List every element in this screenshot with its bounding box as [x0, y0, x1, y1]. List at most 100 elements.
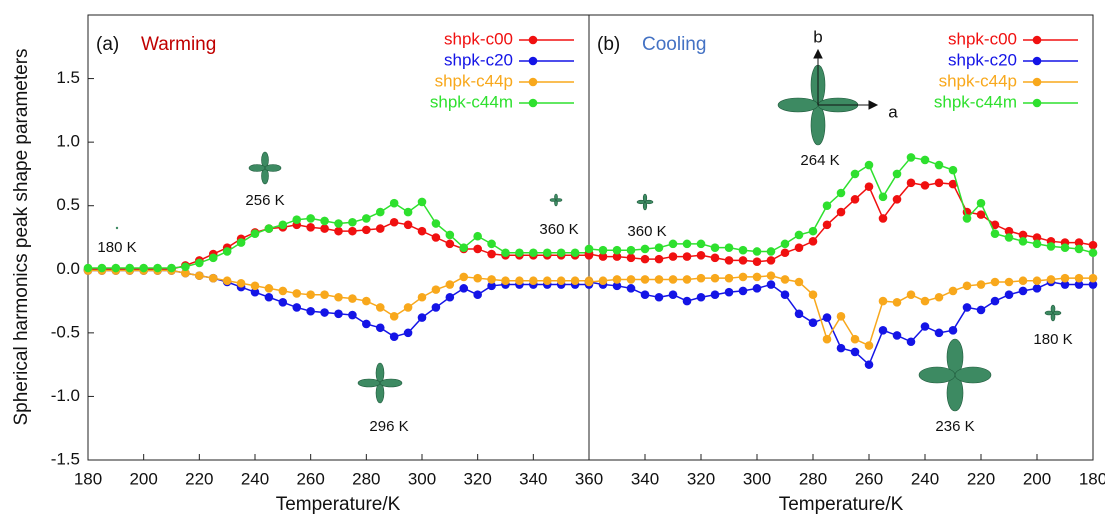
data-point [584, 244, 594, 254]
data-point [529, 276, 538, 286]
x-tick-label: 220 [185, 469, 213, 488]
data-point [570, 276, 580, 286]
data-point [976, 280, 986, 289]
data-point [1018, 237, 1028, 246]
data-point [487, 249, 496, 259]
x-tick-label: 200 [129, 469, 157, 488]
data-point [990, 277, 1000, 287]
data-point [1004, 233, 1014, 242]
data-point [292, 215, 302, 224]
data-point [836, 188, 846, 198]
x-tick-label: 240 [911, 469, 939, 488]
data-point [362, 214, 371, 223]
data-point [487, 281, 496, 291]
data-point [836, 207, 846, 217]
data-point [766, 256, 776, 265]
shape-icon [115, 64, 1062, 412]
data-point [167, 263, 176, 273]
data-point [306, 306, 315, 316]
data-point [780, 248, 790, 258]
data-point [724, 243, 734, 252]
data-point [431, 233, 441, 242]
data-point [97, 263, 107, 273]
data-point [348, 294, 357, 303]
data-point [654, 254, 664, 264]
x-tick-label: 180 [74, 469, 102, 488]
legend-label: shpk-c20 [444, 50, 513, 69]
data-point [431, 219, 441, 228]
y-tick-label: -0.5 [51, 322, 80, 341]
legend-label: shpk-c00 [444, 29, 513, 48]
data-point [850, 347, 860, 357]
legend-marker [1032, 35, 1042, 45]
data-point [1004, 290, 1014, 300]
data-point [431, 303, 441, 312]
data-point [208, 273, 218, 283]
x-tick-label: 240 [241, 469, 269, 488]
data-point [850, 195, 860, 204]
data-point [417, 292, 427, 302]
data-point [181, 268, 190, 278]
legend-marker [528, 35, 538, 45]
data-point [948, 286, 958, 296]
data-point [348, 217, 357, 227]
data-point [752, 284, 762, 293]
data-point [962, 214, 972, 223]
data-point [417, 226, 427, 236]
data-point [403, 207, 413, 217]
data-point [906, 153, 916, 162]
data-point [738, 245, 748, 255]
x-tick-label: 340 [631, 469, 659, 488]
legend-label: shpk-c44p [939, 71, 1017, 90]
data-point [682, 296, 692, 306]
data-point [906, 290, 916, 300]
data-point [962, 303, 972, 312]
data-point [878, 326, 888, 335]
data-point [445, 280, 455, 289]
data-point [1046, 242, 1056, 251]
data-point [1088, 273, 1098, 283]
data-point [1060, 273, 1070, 283]
data-point [459, 243, 469, 252]
data-point [752, 257, 762, 266]
panel-label: (b) [597, 34, 620, 55]
data-point [990, 229, 1000, 238]
data-point [473, 231, 482, 241]
data-point [724, 256, 734, 265]
data-point [766, 271, 776, 280]
data-point [920, 322, 930, 331]
data-point [654, 243, 664, 252]
data-point [626, 284, 636, 293]
data-point [836, 343, 846, 353]
data-point [696, 273, 706, 283]
legend-marker [1032, 56, 1042, 66]
data-point [264, 224, 274, 233]
data-point [710, 273, 720, 283]
data-point [501, 248, 510, 258]
data-point [278, 286, 288, 296]
data-point [459, 284, 469, 293]
data-point [334, 292, 343, 302]
legend-marker [1032, 98, 1042, 108]
data-point [473, 290, 482, 300]
data-point [710, 243, 720, 252]
x-tick-label: 280 [799, 469, 827, 488]
data-point [976, 198, 986, 208]
data-point [738, 286, 748, 296]
data-point [710, 290, 720, 300]
data-point [570, 248, 580, 258]
data-point [794, 309, 804, 319]
data-point [195, 258, 204, 268]
legend-marker [528, 98, 538, 108]
data-point [612, 275, 622, 284]
data-point [892, 195, 902, 204]
data-point [892, 331, 902, 340]
data-point [668, 239, 678, 249]
x-tick-label: 180 [1079, 469, 1105, 488]
data-point [403, 220, 413, 230]
data-point [948, 179, 958, 189]
data-point [934, 328, 944, 338]
data-point [445, 239, 455, 249]
data-point [1074, 280, 1084, 289]
data-point [822, 220, 832, 230]
